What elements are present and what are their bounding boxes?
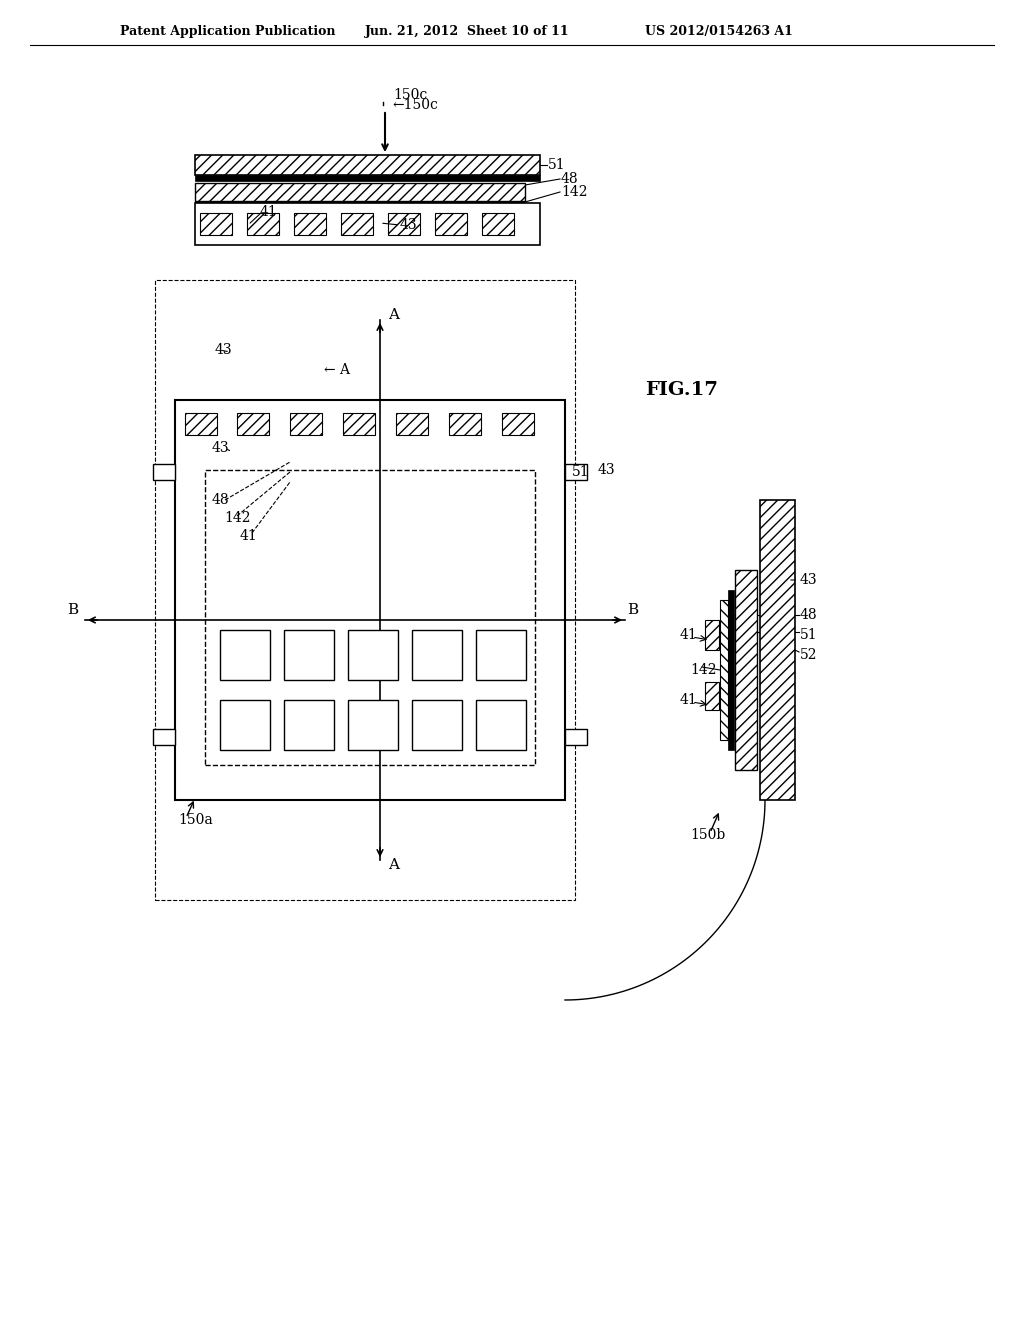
Bar xyxy=(220,700,270,750)
Bar xyxy=(195,154,540,176)
Text: 150a: 150a xyxy=(178,813,213,828)
Text: Jun. 21, 2012  Sheet 10 of 11: Jun. 21, 2012 Sheet 10 of 11 xyxy=(365,25,569,38)
Text: 41: 41 xyxy=(240,529,258,543)
Text: ← A: ← A xyxy=(324,363,350,378)
Bar xyxy=(175,400,565,800)
Bar xyxy=(195,203,540,246)
Text: 51: 51 xyxy=(548,158,565,172)
Text: A: A xyxy=(388,858,399,873)
Text: 52: 52 xyxy=(800,648,817,663)
Bar xyxy=(435,213,467,235)
Text: 43: 43 xyxy=(212,441,229,455)
Bar xyxy=(195,201,525,207)
Bar xyxy=(237,413,269,436)
Text: 43: 43 xyxy=(215,343,232,356)
Text: 48: 48 xyxy=(561,172,579,186)
Bar xyxy=(720,601,728,741)
Text: 41: 41 xyxy=(680,628,697,642)
Bar xyxy=(348,700,398,750)
Bar xyxy=(284,630,334,680)
Bar xyxy=(388,213,420,235)
Bar xyxy=(565,465,587,480)
Bar xyxy=(185,413,217,436)
Text: A: A xyxy=(388,308,399,322)
Text: 43: 43 xyxy=(598,463,615,477)
Text: 43: 43 xyxy=(800,573,817,587)
Text: 51: 51 xyxy=(800,628,817,642)
Bar xyxy=(195,183,525,201)
Text: 142: 142 xyxy=(224,511,251,525)
Bar xyxy=(705,620,719,649)
Bar xyxy=(565,729,587,744)
Bar xyxy=(200,213,232,235)
Text: US 2012/0154263 A1: US 2012/0154263 A1 xyxy=(645,25,793,38)
Text: 150b: 150b xyxy=(690,828,725,842)
Text: 48: 48 xyxy=(800,609,817,622)
Bar xyxy=(412,700,462,750)
Bar xyxy=(290,413,322,436)
Text: 41: 41 xyxy=(260,205,278,219)
Bar xyxy=(476,630,526,680)
Text: 41: 41 xyxy=(680,693,697,708)
Bar xyxy=(449,413,481,436)
Bar xyxy=(735,570,757,770)
Text: Patent Application Publication: Patent Application Publication xyxy=(120,25,336,38)
Bar xyxy=(153,729,175,744)
Text: B: B xyxy=(627,603,638,616)
Bar xyxy=(205,470,535,766)
Bar xyxy=(760,500,795,800)
Text: ←150c: ←150c xyxy=(392,98,438,112)
Text: FIG.17: FIG.17 xyxy=(645,381,718,399)
Bar xyxy=(476,700,526,750)
Text: 51: 51 xyxy=(572,465,590,479)
Text: 48: 48 xyxy=(212,492,229,507)
Bar xyxy=(728,590,734,750)
Bar xyxy=(341,213,373,235)
Bar xyxy=(195,176,540,181)
Bar xyxy=(396,413,428,436)
Text: 142: 142 xyxy=(690,663,717,677)
Bar xyxy=(155,280,575,900)
Bar xyxy=(343,413,375,436)
Bar xyxy=(220,630,270,680)
Bar xyxy=(153,465,175,480)
Text: B: B xyxy=(67,603,78,616)
Bar xyxy=(247,213,279,235)
Bar xyxy=(705,682,719,710)
Bar xyxy=(482,213,514,235)
Text: 150c: 150c xyxy=(393,88,427,102)
Text: 142: 142 xyxy=(561,185,588,199)
Bar xyxy=(502,413,534,436)
Bar xyxy=(412,630,462,680)
Bar xyxy=(348,630,398,680)
Bar xyxy=(284,700,334,750)
Bar xyxy=(294,213,326,235)
Text: 43: 43 xyxy=(400,218,418,232)
